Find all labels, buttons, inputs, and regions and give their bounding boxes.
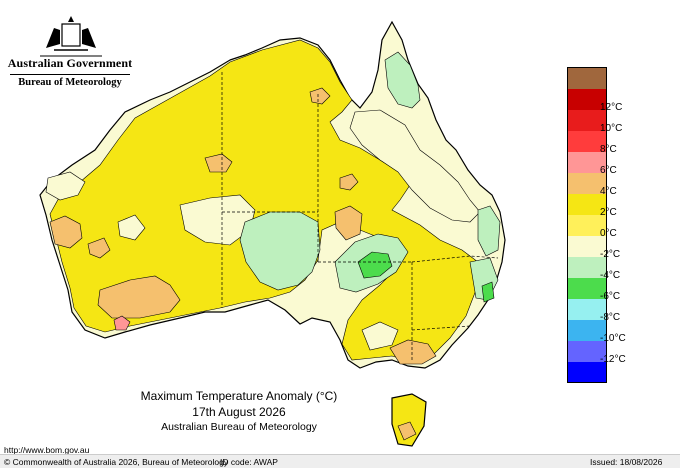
legend-swatch xyxy=(568,362,606,382)
cold-core-southeast xyxy=(357,251,393,279)
agency-header: Australian Government Bureau of Meteorol… xyxy=(6,10,134,88)
tasmania-warm-core xyxy=(397,421,417,441)
legend-swatch xyxy=(568,299,606,320)
hot-spot-southwest xyxy=(113,315,131,331)
legend-swatch xyxy=(568,131,606,152)
legend-label: 10°C xyxy=(600,123,623,134)
legend-swatch xyxy=(568,341,606,362)
map-source: Australian Bureau of Meteorology xyxy=(161,421,317,433)
neutral-patch-east xyxy=(349,109,481,223)
header-divider xyxy=(10,74,130,75)
legend-label: -6°C xyxy=(600,291,621,302)
legend-swatch xyxy=(568,89,606,110)
map-title: Maximum Temperature Anomaly (°C) xyxy=(140,389,338,403)
state-borders xyxy=(221,72,499,360)
legend-swatch xyxy=(568,278,606,299)
legend-swatch xyxy=(568,320,606,341)
cool-zone-east xyxy=(477,205,501,257)
website-url[interactable]: http://www.bom.gov.au xyxy=(4,445,90,455)
bureau-name: Bureau of Meteorology xyxy=(18,77,122,88)
cool-zone-northeast xyxy=(384,51,421,109)
legend-label: 6°C xyxy=(600,165,617,176)
border-qld-nsw xyxy=(411,255,499,263)
legend-label: -2°C xyxy=(600,249,621,260)
legend-label: 2°C xyxy=(600,207,617,218)
legend-swatch xyxy=(568,215,606,236)
legend-swatch xyxy=(568,152,606,173)
legend-label: 12°C xyxy=(600,102,623,113)
warm-core-westcoast xyxy=(49,215,83,249)
map-date: 17th August 2026 xyxy=(192,405,286,419)
neutral-patch-northwest xyxy=(45,171,86,201)
legend-swatch xyxy=(568,257,606,278)
cold-core-coast xyxy=(481,281,495,303)
legend-label: 4°C xyxy=(600,186,617,197)
legend-label: 8°C xyxy=(600,144,617,155)
warm-core-north-small xyxy=(309,87,331,105)
government-name: Australian Government xyxy=(7,56,133,70)
colour-legend xyxy=(567,67,607,383)
legend-swatch xyxy=(568,173,606,194)
crest-placeholder xyxy=(40,10,100,54)
legend-swatch xyxy=(568,110,606,131)
legend-label: 0°C xyxy=(600,228,617,239)
legend-label: -8°C xyxy=(600,312,621,323)
legend-swatch xyxy=(568,194,606,215)
legend-label: -4°C xyxy=(600,270,621,281)
footer-bar xyxy=(0,454,680,468)
coat-of-arms-icon xyxy=(40,16,102,57)
warm-core-centre xyxy=(334,205,363,241)
issued-date: Issued: 18/08/2026 xyxy=(590,457,663,467)
legend-swatch xyxy=(568,68,606,89)
tasmania xyxy=(391,393,427,447)
neutral-patch-central xyxy=(117,214,146,241)
warm-core-southeast xyxy=(389,339,437,365)
id-code: ID code: AWAP xyxy=(220,457,278,467)
legend-label: -10°C xyxy=(600,333,626,344)
neutral-patch-south xyxy=(361,321,399,351)
warm-core-southwest xyxy=(97,275,181,319)
legend-label: -12°C xyxy=(600,354,626,365)
warm-core-interior xyxy=(87,237,111,259)
copyright-text: © Commonwealth of Australia 2026, Bureau… xyxy=(4,457,229,467)
warm-core-east-small xyxy=(339,173,359,191)
map-title-block: Maximum Temperature Anomaly (°C) 17th Au… xyxy=(110,388,368,434)
warm-core-north xyxy=(204,153,233,173)
legend-swatch xyxy=(568,236,606,257)
